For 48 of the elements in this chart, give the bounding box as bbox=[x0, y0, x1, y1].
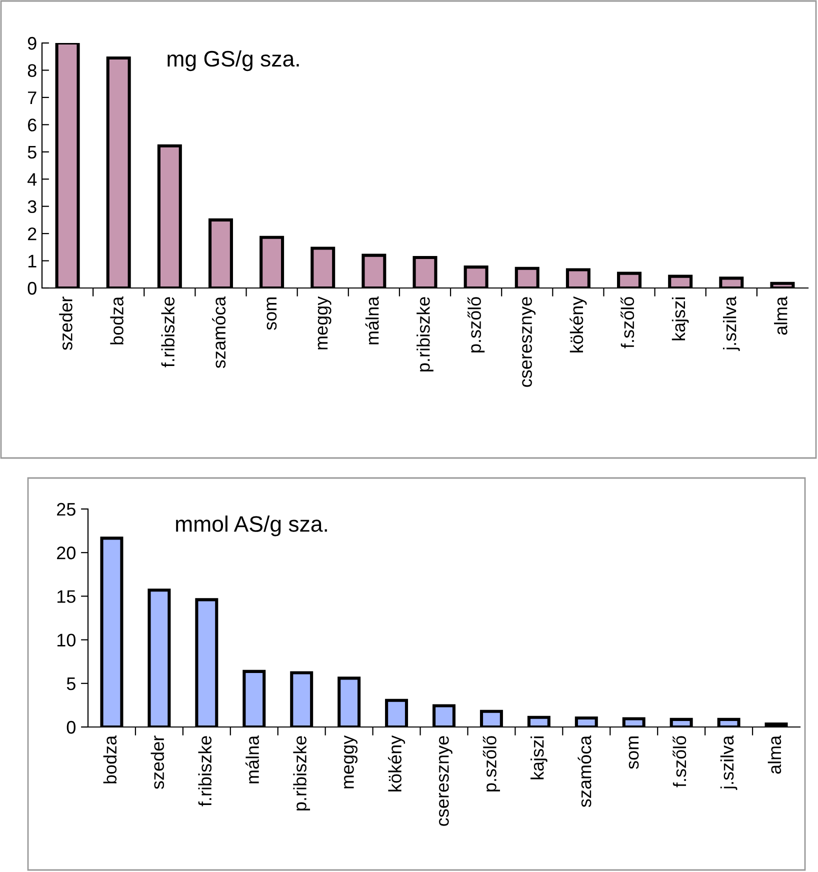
x-tick-label: szamóca bbox=[578, 735, 592, 808]
x-tick-label: j.szilva bbox=[722, 296, 740, 351]
x-tick-label: kökény bbox=[570, 296, 587, 352]
chart-title: mg GS/g sza. bbox=[168, 50, 299, 72]
y-tick-label: 7 bbox=[28, 92, 36, 104]
y-tick-label: 15 bbox=[57, 590, 76, 603]
y-tick-label: 9 bbox=[28, 36, 36, 50]
x-tick-label: som bbox=[266, 298, 277, 330]
y-tick-label: 3 bbox=[28, 200, 36, 214]
x-tick-label: alma bbox=[774, 296, 788, 335]
x-tick-label: bodza bbox=[103, 735, 117, 784]
x-tick-label: szamóca bbox=[212, 296, 226, 368]
x-tick-label: p.ribiszke bbox=[416, 297, 434, 372]
y-tick-label: 6 bbox=[28, 118, 36, 132]
x-tick-label: kajszi bbox=[672, 298, 689, 340]
x-tick-label: kökény bbox=[388, 735, 406, 792]
x-tick-label: f.szőlő bbox=[620, 297, 634, 348]
x-tick-label: szeder bbox=[150, 736, 164, 790]
x-tick-label: f.ribiszke bbox=[161, 297, 175, 368]
x-tick-label: cseresznye bbox=[522, 297, 536, 387]
y-tick-label: 4 bbox=[28, 173, 37, 186]
x-tick-label: kajszi bbox=[530, 736, 548, 780]
y-tick-label: 1 bbox=[28, 254, 36, 268]
y-tick-label: 5 bbox=[66, 678, 76, 690]
x-tick-label: alma bbox=[768, 735, 782, 774]
y-tick-label: 0 bbox=[66, 720, 76, 734]
y-tick-label: 0 bbox=[28, 282, 36, 295]
y-tick-label: 8 bbox=[28, 64, 36, 77]
y-tick-label: 5 bbox=[28, 146, 36, 159]
y-tick-label: 2 bbox=[28, 227, 36, 240]
x-tick-label: p.szőlő bbox=[468, 297, 485, 352]
y-tick-label: 25 bbox=[57, 502, 76, 516]
x-tick-label: meggy bbox=[318, 296, 332, 350]
x-tick-label: f.ribiszke bbox=[198, 736, 212, 806]
x-tick-label: p.ribiszke bbox=[293, 736, 310, 810]
x-tick-label: f.szőlő bbox=[672, 736, 686, 788]
x-tick-label: bodza bbox=[110, 296, 124, 344]
x-tick-label: cseresznye bbox=[438, 736, 452, 826]
y-tick-label: 20 bbox=[57, 546, 76, 560]
x-tick-label: málna bbox=[246, 735, 259, 784]
x-tick-label: j.szilva bbox=[720, 735, 738, 790]
x-tick-label: szeder bbox=[59, 296, 72, 350]
x-tick-label: meggy bbox=[344, 735, 358, 788]
y-tick-label: 10 bbox=[57, 634, 76, 647]
x-tick-label: málna bbox=[365, 296, 379, 344]
x-tick-label: som bbox=[628, 736, 639, 769]
chart-title: mmol AS/g sza. bbox=[176, 516, 327, 536]
x-tick-label: p.szőlő bbox=[482, 736, 500, 792]
